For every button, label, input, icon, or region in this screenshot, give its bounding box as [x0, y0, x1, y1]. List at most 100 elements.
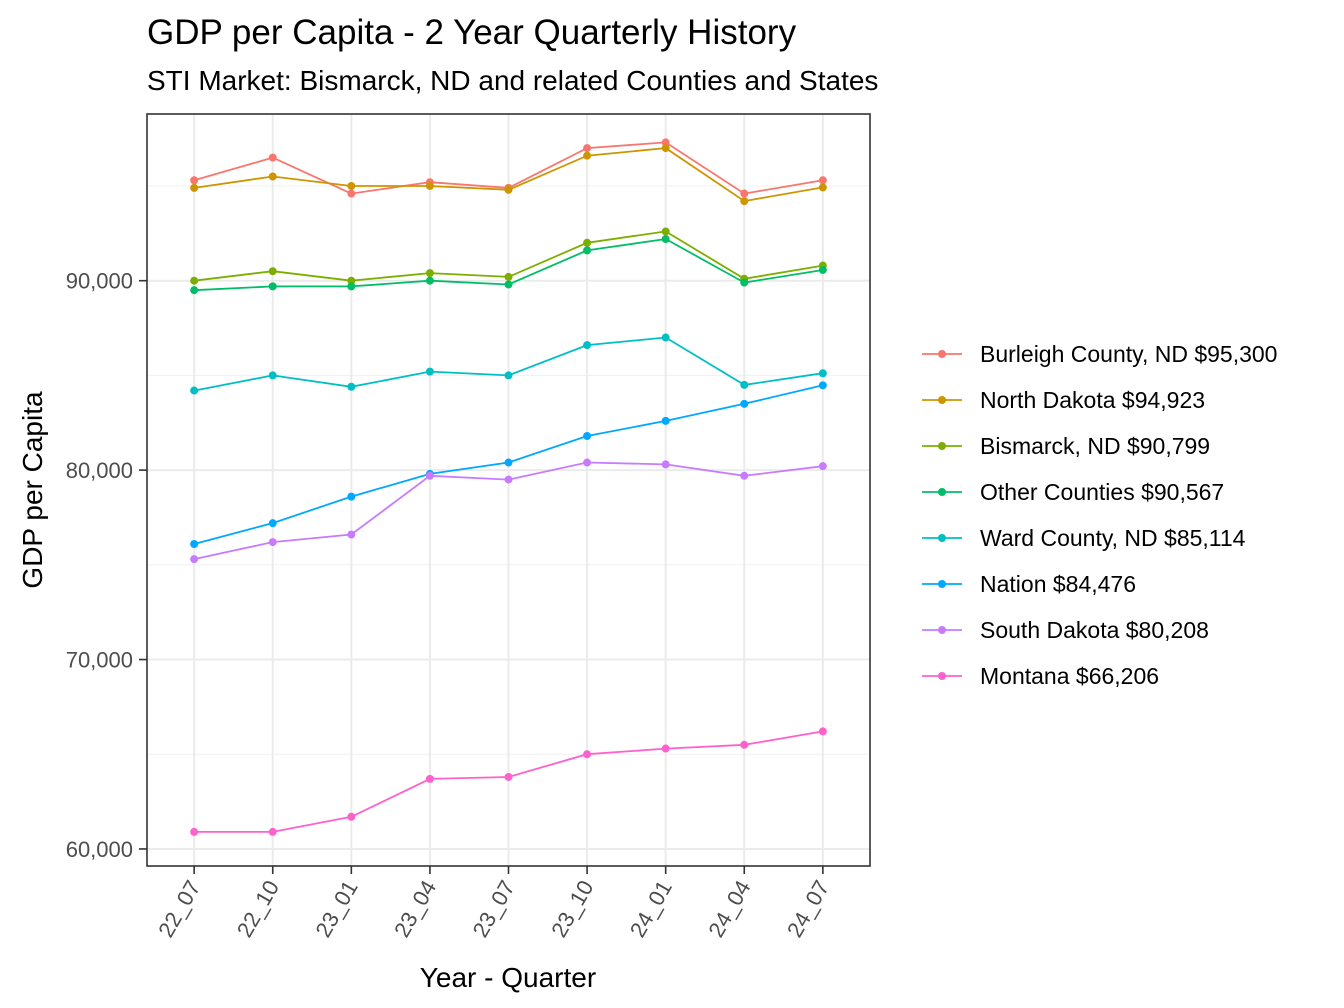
legend-key-point-1 — [938, 396, 946, 404]
legend-key-point-7 — [938, 672, 946, 680]
data-point-3-0 — [190, 286, 199, 295]
data-point-5-6 — [661, 416, 670, 425]
legend-item-2: Bismarck, ND $90,799 — [922, 433, 1210, 459]
legend-item-3: Other Counties $90,567 — [922, 479, 1224, 505]
legend-label-6: South Dakota $80,208 — [980, 617, 1209, 643]
legend-item-0: Burleigh County, ND $95,300 — [922, 341, 1277, 367]
data-point-4-1 — [268, 371, 277, 380]
data-point-4-6 — [661, 333, 670, 342]
data-point-6-0 — [190, 555, 199, 564]
x-tick-label-5: 23_10 — [546, 876, 598, 941]
x-tick-label-2: 23_01 — [310, 876, 362, 941]
data-point-6-8 — [818, 462, 827, 471]
data-point-1-3 — [425, 181, 434, 190]
legend-label-0: Burleigh County, ND $95,300 — [980, 341, 1277, 367]
data-point-7-0 — [190, 827, 199, 836]
data-point-4-0 — [190, 386, 199, 395]
x-tick-label-7: 24_04 — [703, 876, 755, 941]
data-point-0-0 — [190, 176, 199, 185]
data-point-3-3 — [425, 276, 434, 285]
data-point-2-0 — [190, 276, 199, 285]
x-axis: 22_07 22_10 23_01 23_04 23_07 23_10 24_01 24_04… — [153, 866, 834, 941]
data-point-7-5 — [583, 750, 592, 759]
data-point-2-4 — [504, 272, 513, 281]
legend-label-4: Ward County, ND $85,114 — [980, 525, 1246, 551]
series-layer — [190, 138, 827, 836]
x-tick-label-4: 23_07 — [468, 876, 520, 941]
data-point-2-5 — [583, 238, 592, 247]
data-point-3-5 — [583, 246, 592, 255]
series-7 — [190, 727, 827, 836]
data-point-5-0 — [190, 539, 199, 548]
legend: Burleigh County, ND $95,300 North Dakota … — [922, 341, 1277, 689]
data-point-3-4 — [504, 280, 513, 289]
data-point-3-8 — [818, 265, 827, 274]
legend-label-1: North Dakota $94,923 — [980, 387, 1205, 413]
legend-item-4: Ward County, ND $85,114 — [922, 525, 1246, 551]
y-axis: 60,000 70,000 80,000 90,000 — [66, 269, 147, 862]
data-point-4-5 — [583, 341, 592, 350]
data-point-1-4 — [504, 185, 513, 194]
x-tick-label-1: 22_10 — [232, 876, 284, 941]
legend-key-point-3 — [938, 488, 946, 496]
data-point-1-5 — [583, 151, 592, 160]
data-point-6-1 — [268, 538, 277, 547]
y-tick-label-1: 70,000 — [66, 648, 133, 673]
legend-label-7: Montana $66,206 — [980, 663, 1159, 689]
data-point-7-4 — [504, 772, 513, 781]
series-1 — [190, 144, 827, 206]
y-tick-label-2: 80,000 — [66, 458, 133, 483]
data-point-6-3 — [425, 471, 434, 480]
data-point-0-5 — [583, 144, 592, 153]
legend-label-2: Bismarck, ND $90,799 — [980, 433, 1210, 459]
x-axis-title: Year - Quarter — [420, 962, 596, 993]
data-point-6-5 — [583, 458, 592, 467]
data-point-5-8 — [818, 381, 827, 390]
legend-key-point-6 — [938, 626, 946, 634]
data-point-0-8 — [818, 176, 827, 185]
series-6 — [190, 458, 827, 564]
series-5 — [190, 381, 827, 548]
legend-label-3: Other Counties $90,567 — [980, 479, 1224, 505]
data-point-7-3 — [425, 774, 434, 783]
x-tick-label-0: 22_07 — [153, 876, 205, 941]
data-point-2-6 — [661, 227, 670, 236]
series-4 — [190, 333, 827, 395]
y-tick-label-0: 60,000 — [66, 837, 133, 862]
major-gridlines — [147, 114, 870, 866]
data-point-4-8 — [818, 369, 827, 378]
data-point-5-7 — [740, 399, 749, 408]
series-3 — [190, 235, 827, 295]
legend-item-1: North Dakota $94,923 — [922, 387, 1205, 413]
data-point-4-2 — [347, 382, 356, 391]
x-tick-label-3: 23_04 — [389, 876, 441, 941]
data-point-2-1 — [268, 267, 277, 276]
data-point-6-4 — [504, 475, 513, 484]
data-point-5-2 — [347, 492, 356, 501]
data-point-1-1 — [268, 172, 277, 181]
legend-key-point-5 — [938, 580, 946, 588]
y-tick-label-3: 90,000 — [66, 269, 133, 294]
data-point-3-6 — [661, 235, 670, 244]
legend-item-6: South Dakota $80,208 — [922, 617, 1209, 643]
data-point-2-2 — [347, 276, 356, 285]
plot-panel — [146, 113, 871, 867]
data-point-0-6 — [661, 138, 670, 147]
data-point-6-2 — [347, 530, 356, 539]
chart-title: GDP per Capita - 2 Year Quarterly Histor… — [147, 13, 797, 52]
data-point-5-5 — [583, 432, 592, 441]
data-point-5-1 — [268, 519, 277, 528]
legend-key-point-2 — [938, 442, 946, 450]
data-point-4-7 — [740, 380, 749, 389]
data-point-4-3 — [425, 367, 434, 376]
data-point-3-1 — [268, 282, 277, 291]
data-point-4-4 — [504, 371, 513, 380]
data-point-7-7 — [740, 740, 749, 749]
x-tick-label-8: 24_07 — [782, 876, 834, 941]
x-tick-label-6: 24_01 — [625, 876, 677, 941]
data-point-1-2 — [347, 181, 356, 190]
data-point-0-2 — [347, 189, 356, 198]
legend-label-5: Nation $84,476 — [980, 571, 1136, 597]
data-point-6-7 — [740, 471, 749, 480]
